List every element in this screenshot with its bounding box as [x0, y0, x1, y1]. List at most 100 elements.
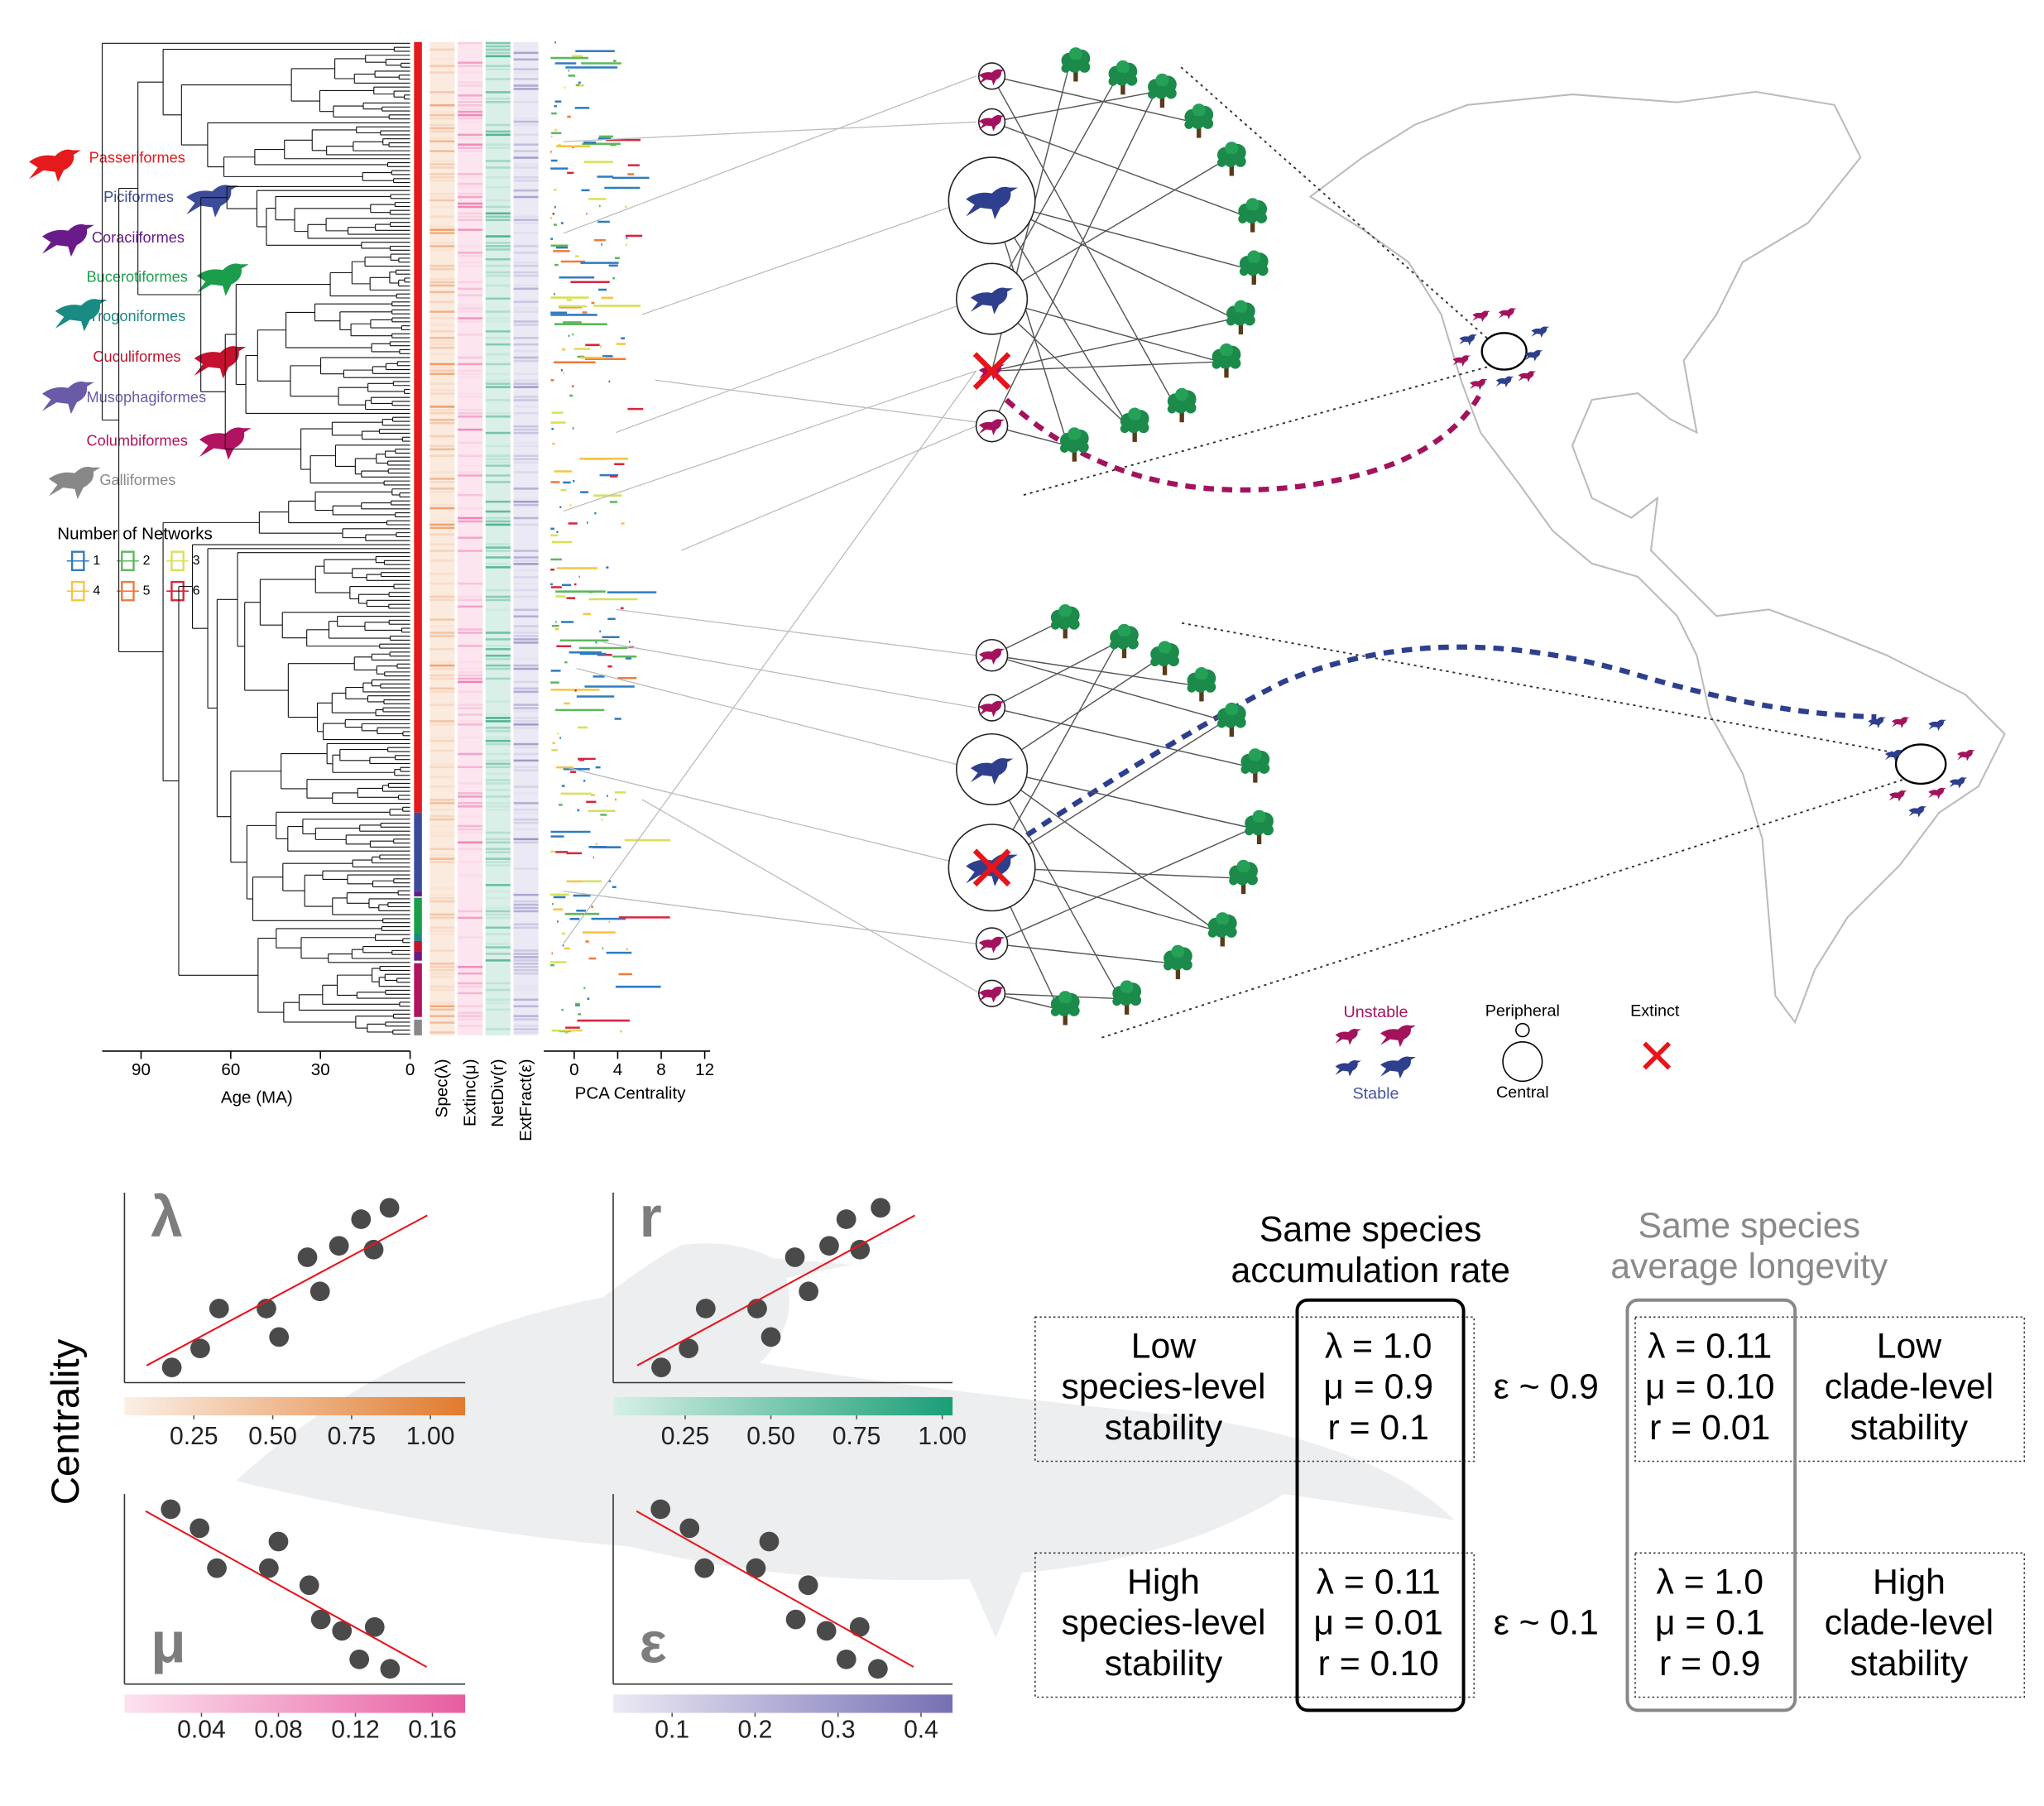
map-bird [1524, 349, 1543, 362]
rate-stripe [513, 1031, 539, 1034]
rate-stripe [513, 821, 539, 824]
rate-stripe [429, 677, 455, 680]
rate-stripe [458, 782, 483, 785]
colorbar-tick-label: 0.2 [738, 1717, 773, 1744]
colorbar-tick-label: 0.75 [832, 1423, 881, 1450]
rate-stripe [458, 307, 483, 310]
rate-stripe [485, 101, 511, 103]
rate-stripe [485, 372, 511, 376]
rate-stripe [513, 444, 539, 448]
rate-stripe [458, 84, 483, 87]
point [190, 1338, 210, 1359]
rate-stripe [429, 635, 455, 637]
order-label: Passeriformes [89, 149, 185, 166]
rate-stripe [458, 605, 483, 608]
rate-stripe [513, 766, 539, 769]
rate-stripe [513, 956, 539, 958]
rate-stripe [513, 176, 539, 179]
rate-stripe [485, 212, 511, 215]
rate-stripe [429, 687, 455, 690]
rate-stripe [513, 953, 539, 955]
age-tick-label: 30 [311, 1060, 330, 1079]
rate-stripe [513, 575, 539, 579]
rate-stripe [513, 356, 539, 359]
rate-stripe [513, 372, 539, 376]
rate-stripe [458, 723, 483, 726]
rate-stripe [485, 933, 511, 935]
point [849, 1616, 870, 1637]
rate-stripe [429, 598, 455, 602]
rate-stripe [458, 294, 483, 297]
rate-stripe [458, 628, 483, 631]
rate-stripe [513, 337, 539, 339]
rate-a: r = 0.1 [1327, 1408, 1428, 1448]
rate-stripe [458, 94, 483, 97]
rate-stripe [513, 746, 539, 749]
rate-stripe [485, 215, 511, 219]
rate-stripe [429, 412, 455, 415]
row-left: stability [1105, 1644, 1223, 1684]
rate-stripe [429, 284, 455, 287]
trend-line [146, 1214, 428, 1367]
rate-stripe [485, 330, 511, 333]
network-edge [991, 768, 1253, 829]
rate-stripe [513, 625, 539, 627]
row-box-right [1634, 1552, 2026, 1698]
rate-stripe [513, 101, 539, 103]
rate-stripe [513, 516, 539, 520]
rate-stripe [513, 189, 539, 192]
rate-stripe [485, 988, 511, 992]
map-bird [1957, 749, 1975, 761]
rate-stripe [513, 431, 539, 435]
rate-stripe [429, 353, 455, 356]
rate-stripe [513, 310, 539, 313]
rate-stripe [485, 320, 511, 323]
network-tree [1216, 702, 1246, 737]
dispersal-south [1010, 644, 1877, 848]
rate-stripe [485, 595, 511, 598]
map-bird [1868, 717, 1887, 728]
network-tree [1212, 343, 1241, 378]
rate-stripe [513, 274, 539, 277]
rate-stripe [458, 415, 483, 418]
rate-stripe [429, 785, 455, 788]
rate-a: μ = 0.01 [1313, 1603, 1443, 1643]
legend-unstable: Unstable [1343, 1003, 1408, 1021]
rate-stripe [458, 182, 483, 185]
rate-stripe [429, 1008, 455, 1011]
rate-stripe [485, 608, 511, 612]
rate-stripe [513, 968, 539, 972]
rate-stripe [429, 573, 455, 575]
rate-a: λ = 0.11 [1317, 1563, 1441, 1602]
rate-stripe [458, 219, 483, 222]
col-a-header: accumulation rate [1231, 1251, 1509, 1290]
rate-stripe [485, 258, 511, 261]
rate-stripe [485, 431, 511, 435]
rate-stripe [485, 500, 511, 503]
rate-stripe [429, 435, 455, 438]
rate-stripe [458, 41, 483, 45]
point [161, 1357, 182, 1378]
rate-stripe [429, 560, 455, 562]
rate-stripe [458, 828, 483, 831]
rate-stripe [458, 101, 483, 103]
rate-stripe [513, 287, 539, 291]
rate-stripe [458, 966, 483, 968]
age-tick-label: 60 [221, 1060, 240, 1079]
rate-stripe [458, 1018, 483, 1021]
rate-stripe [429, 824, 455, 828]
rate-stripe [485, 910, 511, 913]
point [679, 1338, 699, 1359]
rate-stripe [458, 287, 483, 291]
network-tree [1187, 667, 1216, 702]
connector-line [576, 667, 976, 771]
rate-stripe [458, 185, 483, 189]
network-tree [1239, 250, 1269, 285]
rate-stripe [429, 346, 455, 349]
colorbar-tick-label: 0.25 [170, 1423, 218, 1450]
rate-stripe [458, 396, 483, 398]
network-edge [991, 768, 1216, 931]
age-tick-label: 0 [405, 1060, 415, 1079]
rate-a: μ = 0.9 [1323, 1367, 1433, 1407]
rate-stripe [458, 720, 483, 723]
